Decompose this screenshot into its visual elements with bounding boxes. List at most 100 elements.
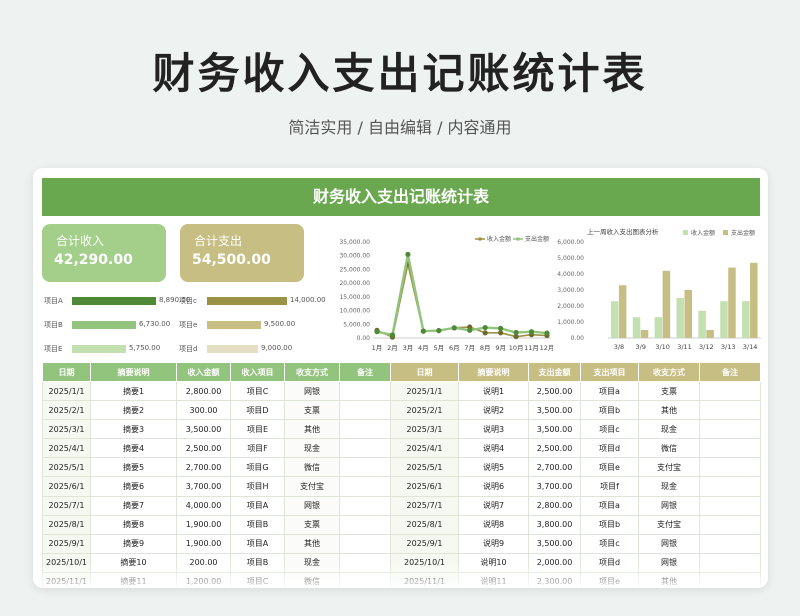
table-cell[interactable]: 支付宝 [638, 514, 700, 535]
table-cell[interactable]: 支票 [284, 400, 340, 421]
table-cell[interactable]: 微信 [638, 438, 700, 459]
table-cell[interactable]: 3,500.00 [176, 419, 231, 440]
table-cell[interactable]: 摘要8 [90, 514, 177, 535]
table-cell[interactable]: 支付宝 [284, 476, 340, 497]
table-cell[interactable]: 4,000.00 [176, 495, 231, 516]
table-cell[interactable]: 项目e [580, 457, 639, 478]
table-cell[interactable]: 2025/9/1 [390, 533, 459, 554]
table-cell[interactable]: 3,500.00 [528, 533, 581, 554]
table-cell[interactable]: 说明5 [458, 457, 529, 478]
table-cell[interactable]: 2025/9/1 [42, 533, 91, 554]
column-header[interactable]: 摘要说明 [458, 362, 529, 382]
table-cell[interactable]: 2025/6/1 [390, 476, 459, 497]
table-cell[interactable] [339, 438, 391, 459]
table-cell[interactable]: 项目F [230, 438, 285, 459]
column-header[interactable]: 收入金额 [176, 362, 231, 382]
table-cell[interactable]: 项目a [580, 380, 639, 402]
table-cell[interactable] [699, 380, 761, 402]
table-cell[interactable]: 2025/3/1 [390, 419, 459, 440]
column-header[interactable]: 摘要说明 [90, 362, 177, 382]
table-cell[interactable] [699, 438, 761, 459]
table-cell[interactable]: 2,500.00 [176, 438, 231, 459]
table-cell[interactable]: 微信 [284, 457, 340, 478]
column-header[interactable]: 收支方式 [284, 362, 340, 382]
table-cell[interactable] [339, 400, 391, 421]
table-cell[interactable]: 2,500.00 [528, 380, 581, 402]
table-cell[interactable]: 项目H [230, 476, 285, 497]
table-cell[interactable]: 2025/2/1 [390, 400, 459, 421]
table-cell[interactable]: 项目E [230, 419, 285, 440]
table-cell[interactable]: 1,900.00 [176, 514, 231, 535]
table-cell[interactable] [699, 457, 761, 478]
table-cell[interactable] [699, 476, 761, 497]
table-cell[interactable]: 摘要2 [90, 400, 177, 421]
column-header[interactable]: 收支方式 [638, 362, 700, 382]
table-cell[interactable]: 2025/4/1 [390, 438, 459, 459]
table-cell[interactable] [699, 514, 761, 535]
table-cell[interactable]: 项目c [580, 533, 639, 554]
table-cell[interactable]: 其他 [284, 419, 340, 440]
table-cell[interactable]: 2025/8/1 [42, 514, 91, 535]
table-cell[interactable]: 2,700.00 [176, 457, 231, 478]
column-header[interactable]: 支出金额 [528, 362, 581, 382]
column-header[interactable]: 备注 [699, 362, 761, 382]
table-cell[interactable] [339, 380, 391, 402]
table-cell[interactable]: 2025/2/1 [42, 400, 91, 421]
table-cell[interactable]: 其他 [284, 533, 340, 554]
table-cell[interactable] [339, 533, 391, 554]
table-cell[interactable]: 3,800.00 [528, 514, 581, 535]
table-cell[interactable]: 支付宝 [638, 457, 700, 478]
table-cell[interactable]: 项目B [230, 514, 285, 535]
table-cell[interactable]: 摘要3 [90, 419, 177, 440]
column-header[interactable]: 日期 [42, 362, 91, 382]
table-cell[interactable]: 项目b [580, 514, 639, 535]
table-cell[interactable]: 摘要1 [90, 380, 177, 402]
table-cell[interactable]: 现金 [284, 438, 340, 459]
table-cell[interactable]: 支票 [284, 514, 340, 535]
table-cell[interactable]: 其他 [638, 400, 700, 421]
table-cell[interactable]: 说明1 [458, 380, 529, 402]
table-cell[interactable]: 项目D [230, 400, 285, 421]
column-header[interactable]: 支出项目 [580, 362, 639, 382]
table-cell[interactable]: 2025/5/1 [42, 457, 91, 478]
table-cell[interactable]: 2025/3/1 [42, 419, 91, 440]
table-cell[interactable]: 3,500.00 [528, 419, 581, 440]
table-cell[interactable]: 2025/1/1 [390, 380, 459, 402]
table-cell[interactable]: 2025/6/1 [42, 476, 91, 497]
table-cell[interactable] [339, 495, 391, 516]
table-cell[interactable]: 项目d [580, 438, 639, 459]
column-header[interactable]: 备注 [339, 362, 391, 382]
table-cell[interactable]: 300.00 [176, 400, 231, 421]
table-cell[interactable]: 支票 [638, 380, 700, 402]
table-cell[interactable]: 2,500.00 [528, 438, 581, 459]
table-cell[interactable]: 项目f [580, 476, 639, 497]
table-cell[interactable]: 项目A [230, 495, 285, 516]
table-cell[interactable]: 2,700.00 [528, 457, 581, 478]
column-header[interactable]: 收入项目 [230, 362, 285, 382]
table-cell[interactable]: 说明4 [458, 438, 529, 459]
column-header[interactable]: 日期 [390, 362, 459, 382]
table-cell[interactable]: 网银 [284, 380, 340, 402]
table-cell[interactable]: 3,500.00 [528, 400, 581, 421]
table-cell[interactable]: 摘要9 [90, 533, 177, 554]
table-cell[interactable]: 2025/7/1 [42, 495, 91, 516]
table-cell[interactable] [339, 457, 391, 478]
table-cell[interactable]: 2,800.00 [528, 495, 581, 516]
table-cell[interactable] [339, 419, 391, 440]
table-cell[interactable]: 2025/1/1 [42, 380, 91, 402]
table-cell[interactable]: 项目c [580, 419, 639, 440]
table-cell[interactable]: 3,700.00 [176, 476, 231, 497]
table-cell[interactable]: 网银 [638, 533, 700, 554]
table-cell[interactable] [339, 514, 391, 535]
table-cell[interactable] [699, 400, 761, 421]
table-cell[interactable]: 网银 [284, 495, 340, 516]
table-cell[interactable] [699, 533, 761, 554]
table-cell[interactable]: 2025/4/1 [42, 438, 91, 459]
table-cell[interactable]: 1,900.00 [176, 533, 231, 554]
table-cell[interactable]: 摘要7 [90, 495, 177, 516]
table-cell[interactable]: 摘要6 [90, 476, 177, 497]
table-cell[interactable]: 说明2 [458, 400, 529, 421]
table-cell[interactable]: 说明3 [458, 419, 529, 440]
table-cell[interactable]: 项目b [580, 400, 639, 421]
table-cell[interactable] [699, 419, 761, 440]
